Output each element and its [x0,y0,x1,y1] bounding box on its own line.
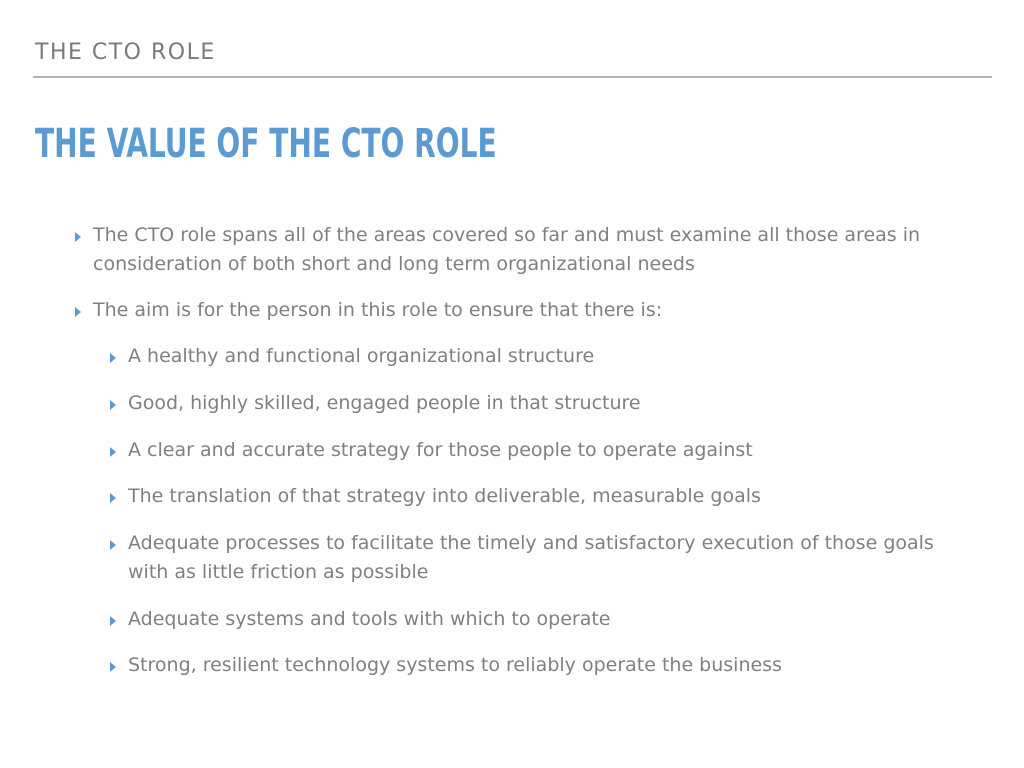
section-header: THE CTO ROLE [35,40,216,65]
header-divider [33,76,992,78]
bullet-text: The CTO role spans all of the areas cove… [93,224,921,275]
bullet-triangle-icon [110,493,116,503]
sub-bullet-text: Adequate processes to facilitate the tim… [128,532,934,583]
sub-bullet-item: Adequate systems and tools with which to… [110,605,970,634]
sub-bullet-text: Good, highly skilled, engaged people in … [128,392,641,414]
sub-bullet-text: The translation of that strategy into de… [128,485,761,507]
sub-bullet-item: A clear and accurate strategy for those … [110,436,970,465]
slide-title: THE VALUE OF THE CTO ROLE [35,121,497,167]
bullet-item: The aim is for the person in this role t… [75,296,955,325]
sub-bullet-item: Strong, resilient technology systems to … [110,651,970,680]
bullet-triangle-icon [75,307,81,317]
sub-bullet-item: Adequate processes to facilitate the tim… [110,529,970,587]
sub-bullet-item: The translation of that strategy into de… [110,482,970,511]
bullet-triangle-icon [110,400,116,410]
bullet-triangle-icon [75,232,81,242]
sub-bullet-text: Strong, resilient technology systems to … [128,654,782,676]
sub-bullet-item: A healthy and functional organizational … [110,342,970,371]
bullet-triangle-icon [110,662,116,672]
sub-bullet-text: Adequate systems and tools with which to… [128,608,611,630]
sub-bullet-item: Good, highly skilled, engaged people in … [110,389,970,418]
bullet-triangle-icon [110,447,116,457]
bullet-triangle-icon [110,616,116,626]
bullet-triangle-icon [110,540,116,550]
sub-bullet-text: A healthy and functional organizational … [128,345,595,367]
bullet-triangle-icon [110,353,116,363]
sub-bullet-text: A clear and accurate strategy for those … [128,439,753,461]
bullet-item: The CTO role spans all of the areas cove… [75,221,955,279]
bullet-text: The aim is for the person in this role t… [93,299,663,321]
